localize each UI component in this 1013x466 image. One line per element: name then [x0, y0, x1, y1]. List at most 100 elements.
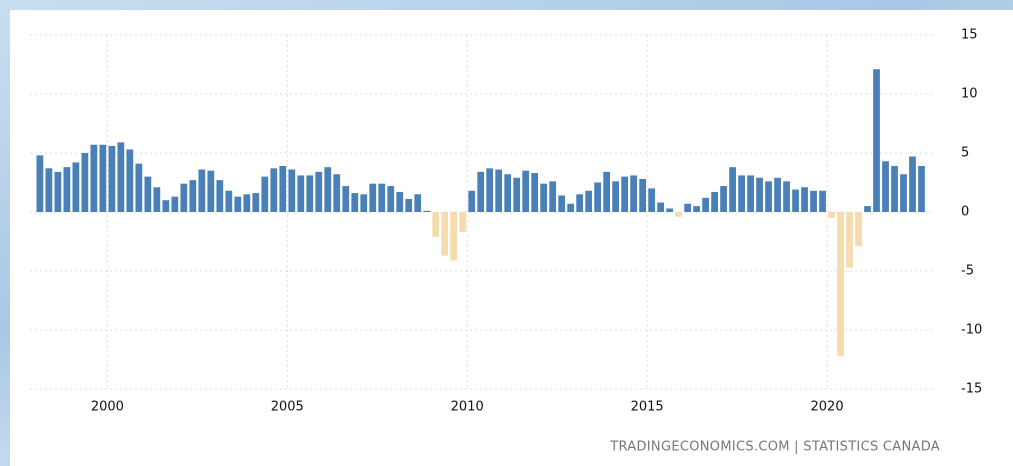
page: TRADINGECONOMICS.COM | STATISTICS CANADA…	[0, 0, 1013, 466]
bar	[90, 145, 97, 212]
bar	[414, 194, 421, 212]
bar	[495, 170, 502, 212]
bar	[819, 191, 826, 212]
bar	[333, 174, 340, 212]
x-tick-label: 2005	[271, 400, 304, 415]
bar	[198, 170, 205, 212]
bar	[891, 166, 898, 212]
y-tick-label: -5	[961, 264, 974, 279]
bar	[405, 199, 412, 212]
bar	[459, 212, 466, 232]
bar	[162, 200, 169, 212]
bar	[792, 190, 799, 212]
bar	[342, 186, 349, 212]
bar	[252, 193, 259, 212]
source: TRADINGECONOMICS.COM | STATISTICS CANADA	[609, 440, 940, 455]
bar	[531, 173, 538, 212]
bar	[216, 180, 223, 212]
y-tick-label: 0	[961, 205, 969, 220]
bar	[909, 157, 916, 212]
bar	[450, 212, 457, 260]
bar	[585, 191, 592, 212]
bar	[864, 206, 871, 212]
bar	[729, 167, 736, 212]
bar	[612, 181, 619, 212]
bar	[108, 146, 115, 212]
y-tick-label: 10	[961, 87, 978, 102]
bar	[207, 171, 214, 212]
bar	[477, 172, 484, 212]
bar	[387, 186, 394, 212]
bar	[693, 206, 700, 212]
bar	[513, 178, 520, 212]
bar	[720, 186, 727, 212]
bar	[684, 204, 691, 212]
bar	[396, 192, 403, 212]
bar	[297, 175, 304, 212]
bar	[279, 166, 286, 212]
bar	[153, 187, 160, 212]
y-tick-label: -10	[961, 323, 982, 338]
bar	[567, 204, 574, 212]
y-tick-label: -15	[961, 382, 982, 397]
bar	[189, 180, 196, 212]
bar	[315, 172, 322, 212]
bar	[918, 166, 925, 212]
bar	[423, 211, 430, 212]
bar	[270, 168, 277, 212]
bar	[225, 191, 232, 212]
bar	[747, 175, 754, 212]
bar	[810, 191, 817, 212]
bar	[873, 69, 880, 212]
bar	[675, 212, 682, 217]
bar	[630, 175, 637, 212]
bar	[828, 212, 835, 218]
bar	[99, 145, 106, 212]
bar	[55, 172, 62, 212]
bar	[360, 194, 367, 212]
bar	[558, 195, 565, 212]
bar	[711, 192, 718, 212]
bar	[306, 175, 313, 212]
bar	[171, 197, 178, 212]
bar	[540, 184, 547, 212]
bar	[522, 171, 529, 212]
bar	[369, 184, 376, 212]
bar	[549, 181, 556, 212]
chart: TRADINGECONOMICS.COM | STATISTICS CANADA…	[0, 0, 1013, 466]
bar	[621, 177, 628, 212]
bar	[351, 193, 358, 212]
x-tick-label: 2020	[811, 400, 844, 415]
bar	[135, 164, 142, 212]
bar	[324, 167, 331, 212]
bar	[126, 149, 133, 212]
bar	[783, 181, 790, 212]
bar	[603, 172, 610, 212]
bar	[378, 184, 385, 212]
bar	[468, 191, 475, 212]
bar	[855, 212, 862, 246]
bar	[37, 155, 44, 212]
bar	[432, 212, 439, 237]
bar	[288, 170, 295, 212]
bar	[234, 197, 241, 212]
bar	[441, 212, 448, 256]
bar	[738, 175, 745, 212]
bar	[756, 178, 763, 212]
bar	[900, 174, 907, 212]
y-tick-label: 15	[961, 28, 978, 43]
bar	[180, 184, 187, 212]
bar	[774, 178, 781, 212]
bar	[657, 203, 664, 212]
bar	[82, 153, 89, 212]
bar	[801, 187, 808, 212]
bar	[576, 194, 583, 212]
y-tick-label: 5	[961, 146, 969, 161]
bar	[46, 168, 53, 212]
bar	[64, 167, 71, 212]
x-tick-label: 2015	[631, 400, 664, 415]
bar	[666, 208, 673, 212]
bar	[837, 212, 844, 356]
bar	[73, 162, 80, 212]
bar	[117, 142, 124, 212]
